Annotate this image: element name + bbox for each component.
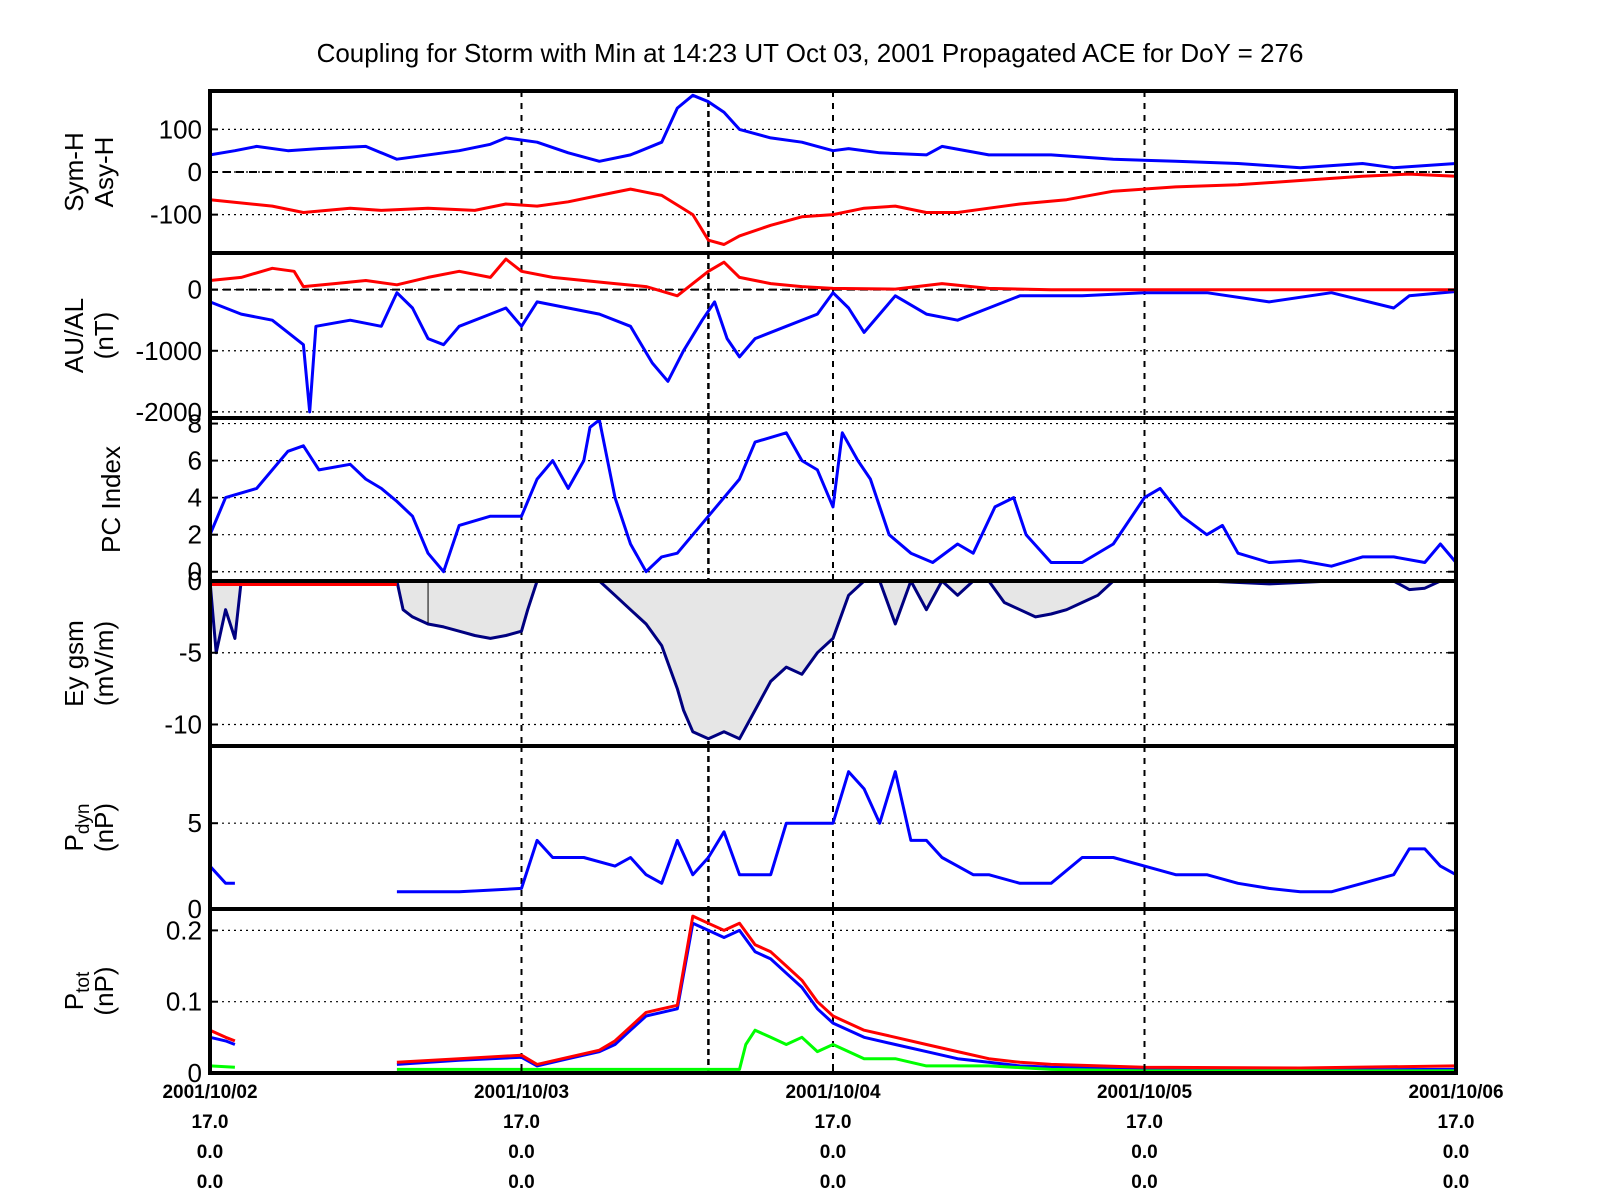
y-tick-label: 4 [188,483,202,513]
y-tick-label: -1000 [136,336,203,366]
x-tick-label: 17.0 [1438,1112,1475,1133]
x-tick-label: 17.0 [503,1112,540,1133]
y-tick-label: -100 [150,200,202,230]
x-tick-label: 0.0 [508,1172,534,1193]
panel-symh: 100 0 -100 Sym-H Asy-H [59,89,1458,255]
panel-ptot: 0.2 0.1 0 Ptot(nP) [59,907,1458,1088]
series-line-red [396,914,1457,1070]
x-tick-label: 0.0 [1131,1142,1157,1163]
x-tick-label: 0.0 [197,1172,223,1193]
y-axis-label: Sym-H [59,132,89,211]
x-tick-label: 0.0 [820,1172,846,1193]
y-tick-label: 0 [188,1058,202,1088]
y-tick-label: -2000 [136,397,203,427]
x-tick-label: 2001/10/02 [162,1082,257,1103]
x-tick-label: 0.0 [1131,1172,1157,1193]
series-line-blue [209,93,1457,170]
series-line-green [209,1064,235,1069]
x-tick-label: 2001/10/06 [1408,1082,1503,1103]
x-tick-label: 0.0 [1443,1172,1469,1193]
panel-ey: 0 -5 -10 Ey gsm (mV/m) [59,566,1458,748]
y-axis-label: (mV/m) [89,621,119,706]
y-tick-label: 6 [188,446,202,476]
y-axis-label: Ey gsm [59,620,89,707]
panel-pdyn: 5 0 Pdyn(nP) [59,744,1458,924]
y-tick-label: 0 [188,566,202,596]
series-line-red [209,172,1457,246]
panel-pc: 8 6 4 2 0 PC Index [96,409,1458,587]
series-fill-navy [210,581,1456,739]
series-line-blue [209,1035,236,1046]
y-axis-label: (nT) [89,312,119,360]
x-tick-label: 0.0 [197,1142,223,1163]
x-tick-label: 17.0 [192,1112,229,1133]
y-tick-label: 0.2 [166,915,202,945]
y-tick-label: 0 [188,275,202,305]
y-tick-label: 2 [188,520,202,550]
y-axis-label-sub: tot [73,971,94,993]
y-axis-label: Pdyn [59,804,94,852]
series-line-blue [208,418,1458,574]
y-axis-label: Ptot [59,971,94,1010]
y-axis-label-main: P [59,834,89,851]
series-line-green [396,1028,1456,1073]
y-tick-label: 0.1 [166,987,202,1017]
y-tick-label: 0 [188,557,202,587]
y-tick-label: 5 [188,808,202,838]
y-axis-label: Asy-H [89,137,119,208]
y-tick-label: 0 [188,157,202,187]
y-tick-label: 8 [188,409,202,439]
series-line-blue [396,921,1457,1072]
series-line-navy [208,579,1456,741]
chart-title: Coupling for Storm with Min at 14:23 UT … [317,38,1304,68]
y-tick-label: -5 [179,638,202,668]
y-tick-label: 0 [188,894,202,924]
x-tick-label: 0.0 [820,1142,846,1163]
x-tick-label: 2001/10/05 [1097,1082,1193,1103]
y-axis-label-sub: dyn [73,804,94,835]
y-axis-label: AU/AL [59,298,89,373]
series-line-blue [396,770,1457,894]
x-tick-label: 2001/10/04 [785,1082,881,1103]
panel-aual: 0 -1000 -2000 AU/AL (nT) [59,251,1458,427]
x-tick-label: 17.0 [815,1112,852,1133]
x-tick-label: 0.0 [1443,1142,1469,1163]
series-line-blue [208,865,235,885]
x-tick-label: 0.0 [508,1142,534,1163]
x-axis: 2001/10/02 17.0 0.0 0.0 2001/10/03 17.0 0.0 0.0… [162,1064,1504,1193]
y-axis-label-main: P [59,993,89,1010]
y-axis-label: (nP) [89,803,119,852]
x-tick-label: 2001/10/03 [474,1082,569,1103]
series-line-red [209,257,1456,298]
y-tick-label: -10 [164,709,202,739]
y-tick-label: 100 [159,114,202,144]
y-axis-label: PC Index [96,446,126,553]
x-tick-label: 17.0 [1126,1112,1163,1133]
series-line-red [209,1028,236,1043]
series-line-blue [209,290,1457,414]
y-axis-label: (nP) [89,966,119,1015]
